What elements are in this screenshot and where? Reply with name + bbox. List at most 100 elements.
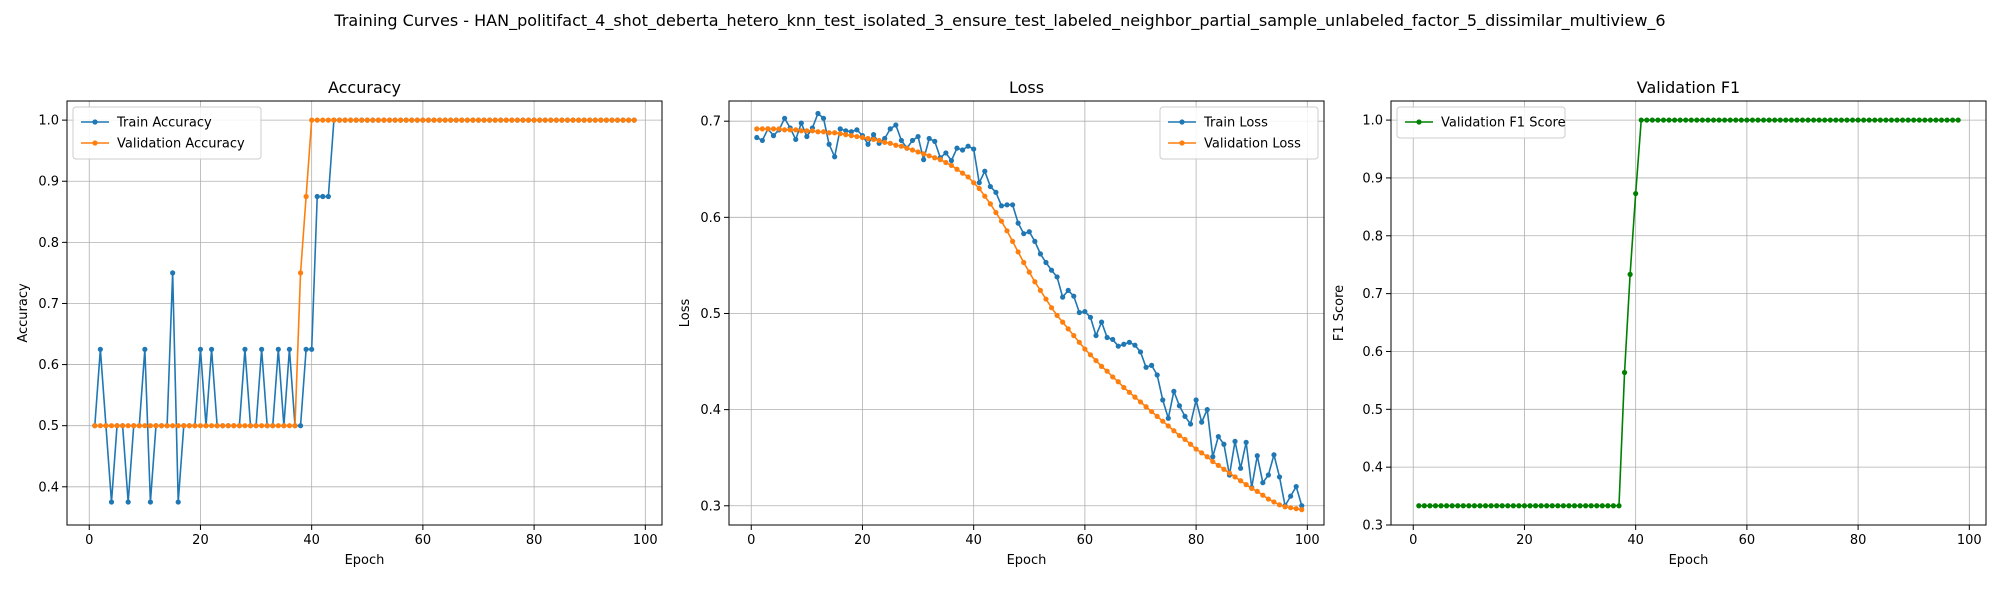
data-point [982,193,988,199]
data-point [553,117,559,123]
data-point [425,117,432,123]
data-point [1699,117,1706,123]
data-point [1121,341,1127,347]
data-point [103,423,109,429]
legend-swatch-marker [1416,119,1422,125]
data-point [1187,441,1194,447]
data-point [1182,436,1188,443]
x-tick-label: 20 [854,533,871,548]
data-point [220,423,226,429]
data-point [1766,117,1772,123]
x-tick-label: 60 [1077,533,1094,548]
data-point [1004,228,1010,234]
data-point [1293,483,1299,490]
axes-frame [66,100,663,526]
data-point [1160,397,1166,403]
data-point [1877,117,1883,123]
data-point [1577,503,1583,509]
data-point [1093,332,1099,339]
data-point [1922,117,1928,123]
data-point [1471,503,1478,509]
data-point [342,117,348,123]
data-point [131,423,137,429]
y-axis-label: Accuracy [16,283,31,343]
data-point [1944,117,1950,123]
legend-swatch-marker [1179,140,1185,146]
data-point [1872,117,1878,123]
data-point [1816,117,1822,123]
data-point [1115,343,1121,349]
data-point [1516,503,1522,509]
data-point [865,135,871,142]
data-point [1149,408,1155,415]
x-tick-label: 0 [1409,533,1417,548]
data-point [320,117,326,123]
data-point [859,134,866,141]
y-tick-label: 0.3 [700,499,721,514]
data-point [1204,454,1210,460]
data-point [136,423,142,429]
data-point [1104,368,1110,374]
data-point [1722,117,1728,123]
data-point [1482,503,1489,509]
legend-swatch-marker [92,119,98,125]
data-point [481,117,487,123]
data-point [1849,117,1856,123]
data-point [959,147,966,153]
data-point [1199,450,1205,456]
data-point [804,128,810,134]
data-point [1799,117,1806,123]
data-point [1899,117,1906,123]
data-point [1226,470,1233,476]
data-point [114,423,120,429]
data-point [1555,503,1561,509]
data-point [442,117,448,123]
data-point [1293,506,1299,512]
data-point [1009,202,1016,208]
data-point [820,115,827,121]
legend-label: Train Accuracy [116,116,212,131]
data-point [1060,319,1066,325]
data-point [436,117,443,123]
data-point [1210,454,1216,460]
data-point [1221,441,1227,447]
data-point [1276,502,1283,508]
data-point [181,423,187,429]
legend: Train Loss Validation Loss [1159,106,1319,160]
data-point [1916,117,1922,123]
data-point [1827,117,1833,123]
data-point [1182,413,1188,419]
data-point [932,138,938,144]
data-point [1137,349,1144,355]
data-point [987,183,993,190]
data-point [609,117,615,123]
legend-box [1159,106,1319,160]
data-point [1432,503,1439,509]
data-point [1571,503,1578,509]
data-point [1588,503,1594,509]
data-point [1171,428,1177,434]
data-point [1855,117,1861,123]
data-point [548,117,554,123]
data-point [1638,117,1644,123]
data-point [1927,117,1933,123]
data-point [998,203,1005,209]
data-point [142,346,148,352]
data-point [1599,503,1605,509]
data-point [1861,117,1867,123]
data-point [882,135,888,142]
data-point [1421,503,1427,509]
data-point [1911,117,1917,123]
data-point [1727,117,1733,123]
data-point [414,117,420,123]
data-point [793,136,799,143]
x-tick-label: 40 [1627,533,1644,548]
data-point [804,133,810,140]
data-point [1549,503,1555,509]
data-point [1733,117,1739,123]
data-point [186,423,192,429]
data-point [1933,117,1939,123]
data-point [520,117,526,123]
data-point [815,129,821,135]
data-point [537,117,543,123]
